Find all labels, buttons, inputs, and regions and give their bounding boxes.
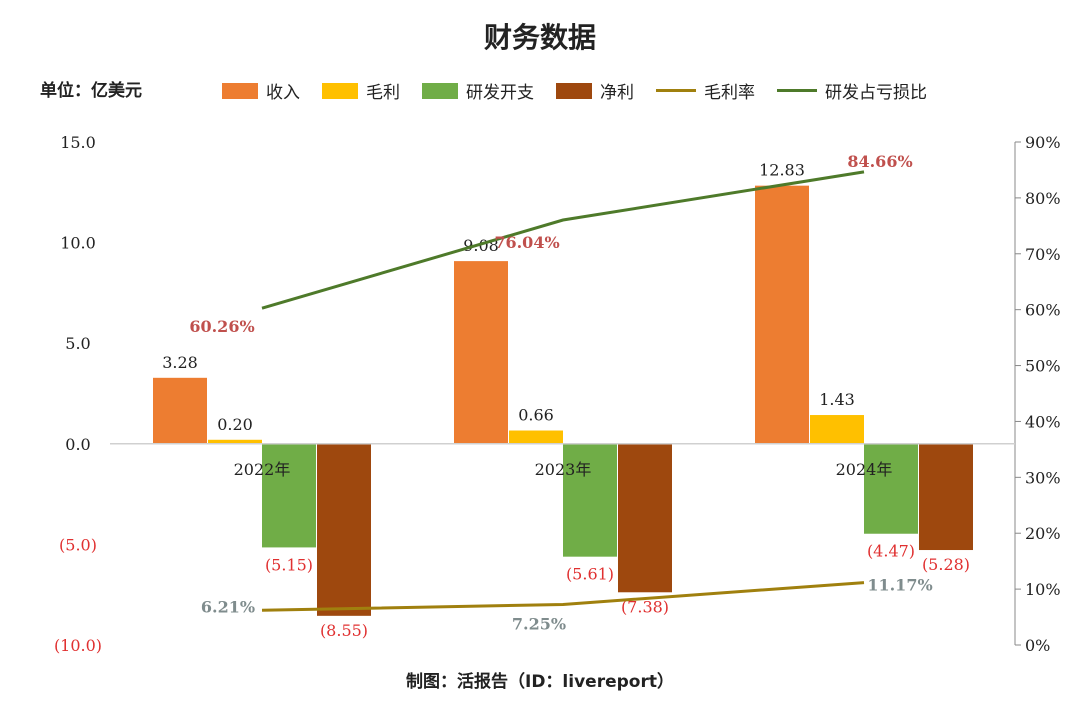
y2-tick-label: 10% (1025, 580, 1061, 599)
y2-tick-label: 60% (1025, 301, 1061, 320)
bar-rd (864, 443, 918, 534)
bar-rd (563, 443, 617, 557)
y2-tick-label: 90% (1025, 133, 1061, 152)
y2-tick-label: 70% (1025, 245, 1061, 264)
bar-net-profit (317, 443, 371, 616)
legend-item-margin: 毛利率 (656, 78, 755, 103)
legend-label-rd: 研发开支 (466, 83, 534, 103)
y-tick-label: (5.0) (59, 535, 97, 554)
y2-tick-label: 80% (1025, 189, 1061, 208)
data-label-net-profit: (7.38) (621, 597, 669, 616)
data-label-rd-ratio: 76.04% (494, 233, 559, 252)
bar-gross-profit (208, 439, 262, 444)
data-label-net-profit: (5.28) (922, 555, 970, 574)
legend-swatch-gross-profit (322, 82, 358, 99)
y-tick-label: 0.0 (65, 435, 90, 454)
data-label-rd-ratio: 60.26% (189, 317, 254, 336)
bar-gross-profit (810, 415, 864, 444)
data-label-rd: (5.15) (265, 555, 313, 574)
bar-revenue (454, 261, 508, 444)
data-label-margin: 7.25% (512, 614, 566, 633)
bar-revenue (153, 377, 207, 444)
data-label-gross-profit: 1.43 (819, 390, 855, 409)
data-label-margin: 6.21% (201, 597, 255, 616)
data-label-rd-ratio: 84.66% (847, 152, 912, 171)
y-tick-label: (10.0) (54, 636, 102, 655)
data-label-revenue: 12.83 (759, 161, 805, 180)
legend: 收入 毛利 研发开支 净利 毛利率 研发占亏损比 (222, 78, 927, 103)
legend-label-gross-profit: 毛利 (366, 83, 400, 103)
data-label-rd: (5.61) (566, 565, 614, 584)
legend-swatch-rd-ratio (777, 89, 817, 92)
y-tick-label: 10.0 (60, 234, 96, 253)
legend-label-rd-ratio: 研发占亏损比 (825, 83, 927, 103)
data-label-gross-profit: 0.66 (518, 406, 554, 425)
y-tick-label: 15.0 (60, 133, 96, 152)
y2-tick-label: 0% (1025, 636, 1050, 655)
legend-item-revenue: 收入 (222, 78, 300, 103)
y-tick-label: 5.0 (65, 334, 90, 353)
data-label-net-profit: (8.55) (320, 621, 368, 640)
legend-swatch-revenue (222, 82, 258, 99)
y2-tick-label: 50% (1025, 357, 1061, 376)
data-label-rd: (4.47) (867, 542, 915, 561)
legend-item-gross-profit: 毛利 (322, 78, 400, 103)
legend-item-rd: 研发开支 (422, 78, 534, 103)
legend-label-net-profit: 净利 (600, 83, 634, 103)
x-tick-label: 2023年 (535, 460, 592, 479)
unit-label: 单位：亿美元 (40, 81, 142, 101)
bar-gross-profit (509, 430, 563, 444)
data-label-gross-profit: 0.20 (217, 415, 253, 434)
chart-title: 财务数据 (483, 21, 596, 54)
y2-tick-label: 40% (1025, 412, 1061, 431)
legend-label-margin: 毛利率 (704, 83, 755, 103)
legend-swatch-net-profit (556, 82, 592, 99)
legend-label-revenue: 收入 (266, 83, 300, 103)
legend-swatch-rd (422, 82, 458, 99)
legend-swatch-margin (656, 89, 696, 92)
data-label-revenue: 3.28 (162, 353, 198, 372)
x-tick-label: 2024年 (836, 460, 893, 479)
bar-revenue (755, 185, 809, 444)
legend-item-net-profit: 净利 (556, 78, 634, 103)
bar-net-profit (919, 443, 973, 551)
data-label-margin: 11.17% (867, 576, 932, 595)
line-rd-ratio (261, 170, 865, 310)
y2-tick-label: 20% (1025, 524, 1061, 543)
y2-tick-label: 30% (1025, 468, 1061, 487)
bar-net-profit (618, 443, 672, 593)
line-margin (261, 581, 865, 612)
bar-rd (262, 443, 316, 548)
x-tick-label: 2022年 (234, 460, 291, 479)
legend-item-rd-ratio: 研发占亏损比 (777, 78, 927, 103)
footer-credit: 制图：活报告（ID：livereport） (406, 672, 674, 692)
